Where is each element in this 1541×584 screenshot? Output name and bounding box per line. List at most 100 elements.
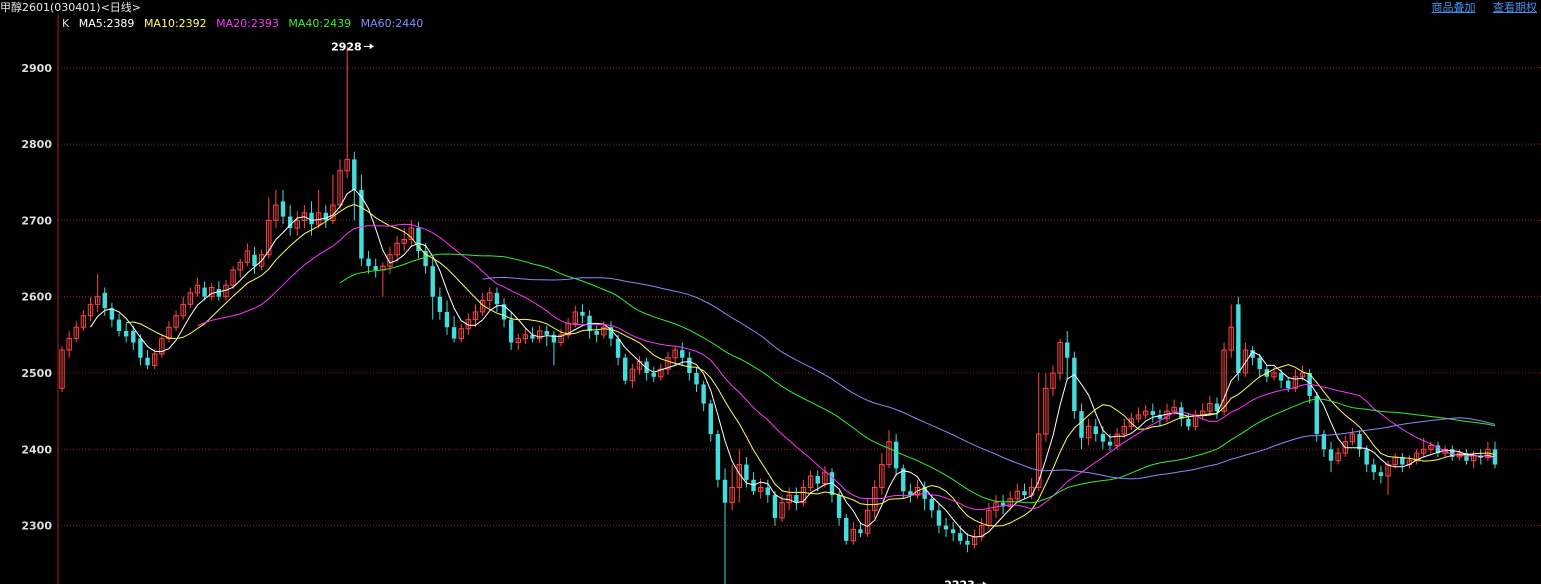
candle-body bbox=[1435, 445, 1441, 454]
candle-body bbox=[1349, 433, 1356, 443]
candle-body bbox=[209, 287, 215, 298]
candle-body bbox=[244, 250, 251, 263]
commodity-overlay-link[interactable]: 商品叠加 bbox=[1431, 1, 1476, 14]
candle-body bbox=[757, 486, 764, 492]
ma40-line bbox=[339, 253, 1496, 504]
candle-body bbox=[1400, 456, 1405, 465]
candle-body bbox=[1014, 490, 1021, 500]
candle-body bbox=[145, 357, 150, 366]
candle-body bbox=[359, 189, 364, 259]
view-options-link[interactable]: 查看期权 bbox=[1493, 1, 1537, 14]
instrument-title: 甲醇2601(030401)<日线> bbox=[0, 1, 142, 14]
candle-body bbox=[258, 254, 265, 267]
candle-body bbox=[344, 158, 350, 172]
candle-body bbox=[194, 284, 201, 294]
candle-body bbox=[337, 170, 343, 206]
candle-body bbox=[1335, 452, 1341, 462]
candle-body bbox=[822, 471, 828, 485]
extreme-arrowhead bbox=[982, 581, 987, 584]
candle-body bbox=[315, 212, 322, 225]
candle-body bbox=[1065, 342, 1070, 358]
candle-body bbox=[807, 475, 814, 488]
candle-body bbox=[187, 292, 194, 305]
candle-body bbox=[836, 495, 842, 518]
candle-body bbox=[1314, 395, 1319, 435]
candle-body bbox=[629, 368, 636, 382]
candlestick-chart[interactable]: 2900 2800 2700 2600 2500 2400 2300 2928 2223 bbox=[0, 14, 1541, 584]
legend-ma60: MA60:2440 bbox=[360, 17, 424, 30]
candle-body bbox=[444, 311, 450, 328]
candle-body bbox=[366, 258, 371, 267]
candle-body bbox=[858, 529, 863, 534]
candle-body bbox=[965, 540, 970, 545]
ma60-line bbox=[482, 276, 1496, 480]
candle-body bbox=[708, 403, 713, 435]
candle-body bbox=[1043, 387, 1049, 435]
title-bar: 甲醇2601(030401)<日线> 商品叠加 查看期权 bbox=[0, 0, 1541, 14]
candle-body bbox=[658, 368, 664, 378]
candle-body bbox=[1257, 357, 1262, 370]
candle-body bbox=[665, 357, 671, 370]
candle-body bbox=[1192, 414, 1199, 427]
candle-body bbox=[744, 464, 749, 480]
candle-body bbox=[1385, 464, 1391, 477]
candle-body bbox=[180, 303, 186, 317]
candle-body bbox=[530, 334, 535, 339]
candle-body bbox=[922, 487, 927, 499]
candle-body bbox=[864, 509, 871, 534]
candle-body bbox=[1378, 472, 1384, 476]
candle-body bbox=[1242, 349, 1249, 374]
candle-body bbox=[1236, 304, 1241, 373]
candle-body bbox=[451, 327, 457, 339]
candle-body bbox=[908, 491, 913, 496]
candle-body bbox=[1000, 502, 1006, 507]
candle-body bbox=[494, 292, 500, 305]
candle-body bbox=[102, 292, 107, 309]
candle-body bbox=[1128, 418, 1135, 427]
candle-body bbox=[1186, 418, 1191, 427]
candle-body bbox=[430, 266, 435, 297]
legend-ma20: MA20:2393 bbox=[216, 17, 279, 30]
candle-body bbox=[800, 486, 807, 504]
candle-body bbox=[1321, 434, 1327, 450]
candle-body bbox=[879, 464, 885, 488]
candle-body bbox=[1072, 357, 1077, 412]
candle-body bbox=[694, 372, 699, 385]
candle-body bbox=[408, 227, 415, 240]
candle-body bbox=[594, 331, 599, 335]
y-tick-label: 2800 bbox=[21, 138, 52, 151]
candle-body bbox=[551, 334, 557, 343]
candle-body bbox=[123, 331, 129, 337]
candle-body bbox=[230, 269, 236, 286]
candle-body bbox=[216, 289, 222, 297]
candle-body bbox=[294, 219, 300, 229]
candle-body bbox=[437, 296, 443, 312]
candle-body bbox=[159, 338, 165, 355]
candle-body bbox=[472, 311, 479, 321]
candle-body bbox=[829, 472, 835, 496]
candle-body bbox=[936, 510, 942, 526]
candle-body bbox=[929, 498, 934, 511]
candle-body bbox=[266, 219, 272, 256]
candle-body bbox=[1050, 372, 1056, 389]
candle-body bbox=[1364, 449, 1369, 465]
candle-body bbox=[1450, 449, 1455, 457]
candle-body bbox=[722, 479, 728, 503]
candle-body bbox=[950, 529, 956, 534]
candle-body bbox=[237, 261, 243, 271]
ma5-line bbox=[90, 188, 1496, 538]
candle-body bbox=[423, 250, 428, 267]
ma20-line bbox=[197, 223, 1496, 511]
candle-body bbox=[1093, 426, 1098, 435]
candle-body bbox=[1007, 498, 1013, 508]
candle-body bbox=[601, 326, 607, 336]
candle-body bbox=[794, 495, 799, 503]
candle-body bbox=[252, 254, 257, 267]
legend-ma5: MA5:2389 bbox=[78, 17, 135, 30]
candle-body bbox=[116, 319, 122, 332]
candle-body bbox=[1428, 444, 1434, 450]
candle-body bbox=[958, 533, 963, 541]
candle-body bbox=[680, 350, 685, 358]
candle-body bbox=[1464, 453, 1469, 461]
candle-body bbox=[1292, 376, 1299, 389]
